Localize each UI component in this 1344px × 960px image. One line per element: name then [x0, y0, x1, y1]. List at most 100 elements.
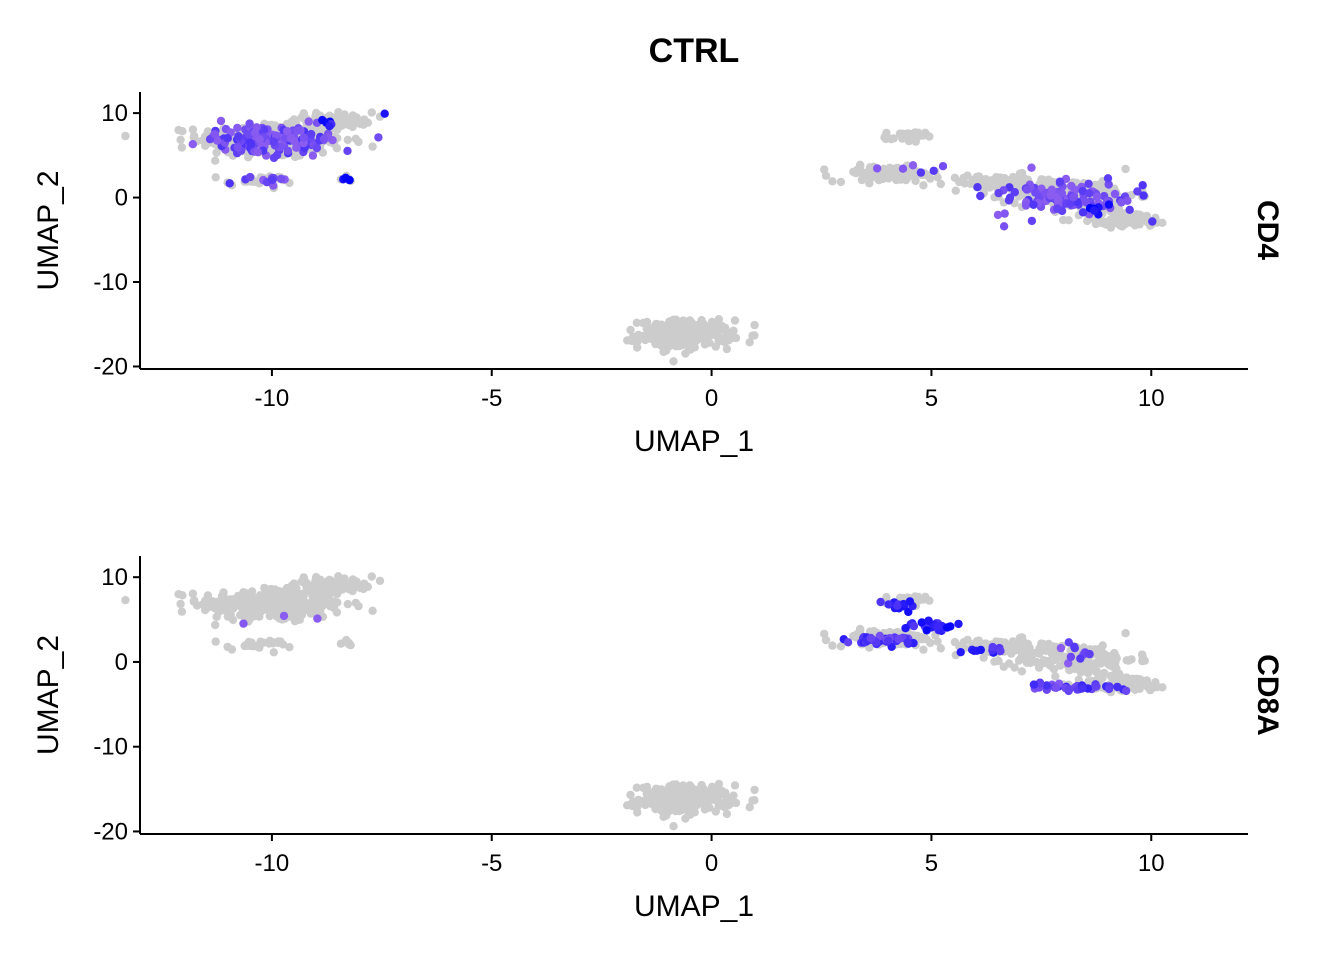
cell-point [201, 603, 211, 612]
cell-point [325, 111, 334, 120]
cell-point [1032, 658, 1042, 668]
cell-point [686, 810, 695, 819]
expressing-cells [188, 109, 1157, 231]
expressing-cell-point [1148, 217, 1157, 226]
cell-point [644, 790, 653, 799]
cell-point [121, 595, 130, 605]
cell-point [950, 173, 960, 182]
cell-point [1017, 667, 1027, 676]
cell-point [346, 579, 355, 589]
y-tick-label: -20 [93, 818, 128, 845]
cell-point [701, 800, 710, 810]
cell-point [626, 325, 635, 335]
cell-point [260, 583, 269, 593]
expressing-cell-point [875, 631, 884, 641]
cell-point [745, 803, 754, 812]
expressing-cell-point [956, 648, 965, 657]
expressing-cell-point [873, 164, 882, 173]
expressing-cell-point [954, 619, 963, 629]
cell-point [302, 599, 312, 608]
expressing-cell-point [1092, 192, 1102, 202]
cell-point [259, 638, 268, 647]
expressing-cell-point [1104, 180, 1113, 189]
cell-point [1130, 218, 1139, 227]
expressing-cell-point [1067, 181, 1076, 191]
cell-point [324, 591, 333, 600]
expressing-cell-point [268, 175, 277, 185]
expressing-cell-point [299, 133, 308, 142]
y-tick-label: 0 [115, 649, 128, 676]
expressing-cells [239, 597, 1131, 696]
cell-point [375, 576, 385, 585]
x-tick-label: -10 [255, 850, 290, 877]
expressing-cell-point [239, 619, 248, 628]
expressing-cell-point [884, 600, 893, 609]
cell-point [177, 607, 187, 616]
cell-point [1110, 648, 1119, 658]
cell-point [951, 186, 960, 195]
cell-point [329, 598, 338, 607]
cell-point [265, 603, 275, 612]
cell-point [858, 174, 867, 183]
cell-point [653, 785, 662, 794]
expressing-cell-point [893, 601, 902, 610]
cell-point [1140, 656, 1150, 665]
expressing-cell-point [969, 646, 979, 655]
cell-point [231, 598, 241, 608]
x-tick-label: -5 [481, 385, 502, 412]
cell-point [836, 177, 846, 187]
cell-point [1022, 658, 1032, 667]
panel-cd8a: -10 -5 0 5 10 10 0 -10 -20 UMAP_1 UMAP_2 CD8A [32, 556, 1284, 923]
cell-point [1158, 218, 1167, 227]
cell-point [1037, 175, 1046, 184]
cell-point [1112, 214, 1121, 223]
cell-point [879, 169, 888, 178]
cell-point [632, 318, 641, 327]
expressing-cell-point [1066, 652, 1076, 662]
expressing-cell-point [252, 123, 261, 132]
cell-point [881, 134, 890, 144]
cell-point [722, 344, 732, 354]
expressing-cell-point [307, 129, 316, 139]
expressing-cell-point [943, 623, 952, 632]
expressing-cell-point [976, 645, 985, 655]
cell-point [914, 132, 924, 141]
cell-point [750, 320, 759, 330]
cell-point [1096, 657, 1106, 666]
expressing-cell-point [1110, 189, 1120, 199]
cell-point [1045, 661, 1055, 670]
cell-point [936, 179, 945, 189]
cell-point [821, 171, 831, 180]
cell-point [950, 637, 960, 647]
expressing-cell-point [233, 123, 242, 133]
cell-point [926, 638, 935, 648]
expressing-cell-point [1092, 682, 1101, 691]
expressing-cell-point [938, 162, 948, 171]
expressing-cell-point [1005, 193, 1015, 202]
background-cells [121, 572, 1167, 831]
panel-cd4: -10 -5 0 5 10 10 0 -10 -20 UMAP_1 UMAP_2 CD4 [32, 92, 1284, 458]
expressing-cell-point [282, 127, 292, 136]
y-tick-label: 10 [101, 564, 128, 591]
expressing-cell-point [1031, 188, 1040, 197]
cell-point [865, 179, 874, 188]
feature-label: CD8A [1251, 654, 1284, 736]
expressing-cell-point [1113, 682, 1122, 692]
expressing-cell-point [1103, 174, 1113, 183]
y-axis-title: UMAP_2 [32, 635, 65, 755]
cell-point [1121, 629, 1130, 638]
cell-point [211, 156, 220, 165]
expressing-cell-point [1078, 208, 1088, 217]
expressing-cell-point [246, 172, 255, 182]
cell-point [211, 173, 220, 182]
cell-point [1059, 215, 1068, 225]
cell-point [281, 597, 290, 606]
cell-point [677, 795, 686, 805]
expressing-cell-point [380, 109, 389, 118]
cell-point [211, 637, 220, 646]
cell-point [190, 131, 199, 141]
expressing-cell-point [233, 142, 242, 152]
cell-point [290, 617, 300, 626]
cell-point [368, 606, 377, 615]
